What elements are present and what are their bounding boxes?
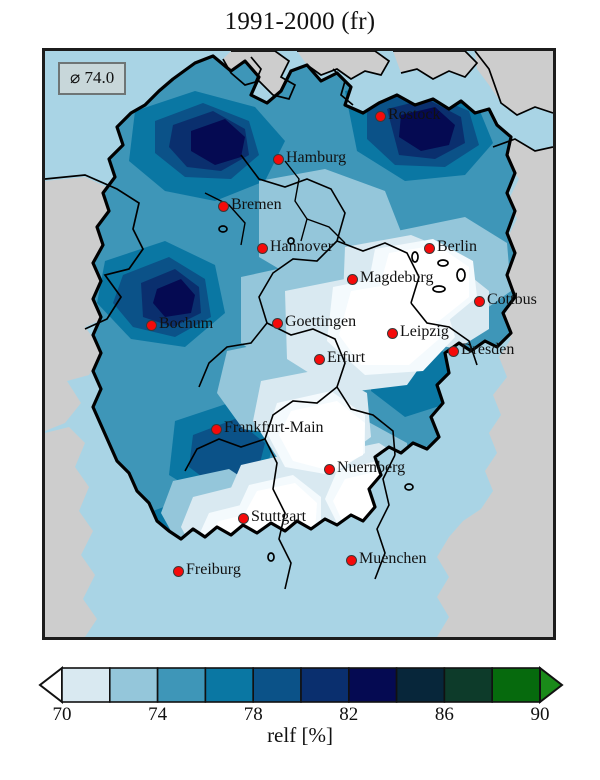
colorbar-band — [443, 667, 493, 703]
map-panel — [42, 48, 556, 640]
colorbar-tick: 74 — [148, 704, 168, 722]
colorbar-band — [109, 667, 159, 703]
colorbar-band — [395, 667, 446, 703]
colorbar-tick: 86 — [435, 704, 454, 722]
city-dot-icon — [347, 274, 358, 285]
colorbar-tick: 82 — [339, 704, 358, 722]
state-borders — [184, 154, 478, 590]
colorbar-under-arrow — [38, 665, 63, 705]
city-label: Nuernberg — [337, 459, 406, 476]
city-dot-icon — [314, 354, 325, 365]
city-dot-icon — [375, 111, 386, 122]
city-label: Frankfurt-Main — [224, 419, 324, 436]
city-dot-icon — [324, 464, 335, 475]
colorbar-band — [347, 667, 398, 703]
city-label: Magdeburg — [360, 269, 434, 286]
city-dot-icon — [257, 243, 268, 254]
colorbar-tick: 70 — [53, 704, 72, 722]
page-title: 1991-2000 (fr) — [224, 8, 376, 35]
mean-annotation-box: ⌀ 74.0 — [58, 62, 127, 95]
city-label: Freiburg — [186, 561, 241, 578]
city-label: Stuttgart — [251, 508, 307, 525]
city-label: Dresden — [461, 341, 515, 358]
city-label: Berlin — [437, 238, 477, 255]
city-label: Cottbus — [487, 291, 537, 308]
colorbar-band — [252, 667, 302, 703]
city-dot-icon — [474, 296, 485, 307]
city-dot-icon — [211, 424, 222, 435]
colorbar-band — [300, 667, 350, 703]
city-dot-icon — [146, 320, 157, 331]
colorbar-tick-labels: 70 74 78 82 86 90 — [53, 704, 550, 722]
city-label: Goettingen — [285, 313, 357, 330]
city-label: Erfurt — [327, 349, 366, 366]
national-border — [91, 54, 517, 541]
rivers — [204, 160, 346, 246]
city-label: Leipzig — [400, 323, 449, 340]
city-dot-icon — [272, 318, 283, 329]
city-dot-icon — [238, 513, 249, 524]
coastlines — [45, 51, 553, 562]
colorbar-band — [156, 667, 207, 703]
city-dot-icon — [346, 555, 357, 566]
city-label: Rostock — [388, 106, 441, 123]
city-dot-icon — [387, 328, 398, 339]
mean-annotation-text: ⌀ 74.0 — [70, 68, 115, 87]
germany-climate-map — [45, 51, 553, 637]
colorbar-band — [491, 667, 541, 703]
city-dot-icon — [424, 243, 435, 254]
city-dot-icon — [218, 201, 229, 212]
city-label: Bremen — [231, 196, 282, 213]
colorbar-axis-label: relf [%] — [267, 723, 333, 747]
city-label: Bochum — [159, 315, 214, 332]
city-dot-icon — [273, 154, 284, 165]
colorbar-over-arrow — [539, 665, 564, 705]
city-dot-icon — [173, 566, 184, 577]
city-label: Hannover — [270, 238, 334, 255]
colorbar-svg: 70 74 78 82 86 90 — [38, 665, 564, 722]
city-dot-icon — [448, 346, 459, 357]
colorbar-bands — [38, 665, 564, 705]
colorbar-band — [61, 667, 111, 703]
city-label: Muenchen — [359, 550, 427, 567]
colorbar-tick: 78 — [244, 704, 263, 722]
colorbar-tick: 90 — [531, 704, 550, 722]
colorbar: 70 74 78 82 86 90 relf [%] — [0, 660, 600, 780]
city-label: Hamburg — [286, 149, 347, 166]
colorbar-band — [204, 667, 254, 703]
